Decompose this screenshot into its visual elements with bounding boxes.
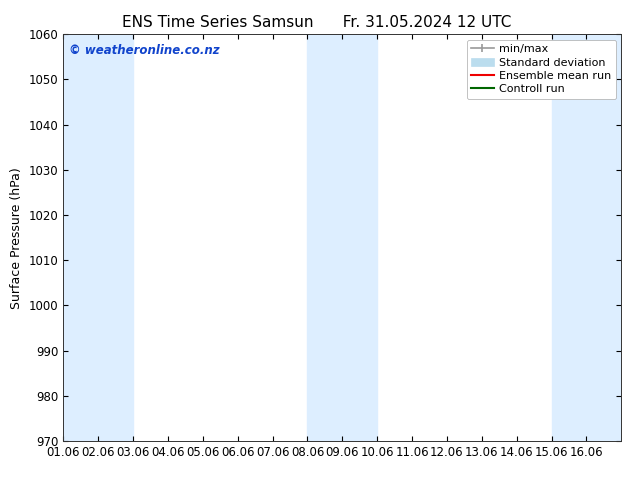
Bar [307, 34, 377, 441]
Bar [552, 34, 621, 441]
Text: ENS Time Series Samsun      Fr. 31.05.2024 12 UTC: ENS Time Series Samsun Fr. 31.05.2024 12… [122, 15, 512, 30]
Bar [63, 34, 133, 441]
Text: © weatheronline.co.nz: © weatheronline.co.nz [69, 45, 219, 57]
Legend: min/max, Standard deviation, Ensemble mean run, Controll run: min/max, Standard deviation, Ensemble me… [467, 40, 616, 99]
Y-axis label: Surface Pressure (hPa): Surface Pressure (hPa) [10, 167, 23, 309]
